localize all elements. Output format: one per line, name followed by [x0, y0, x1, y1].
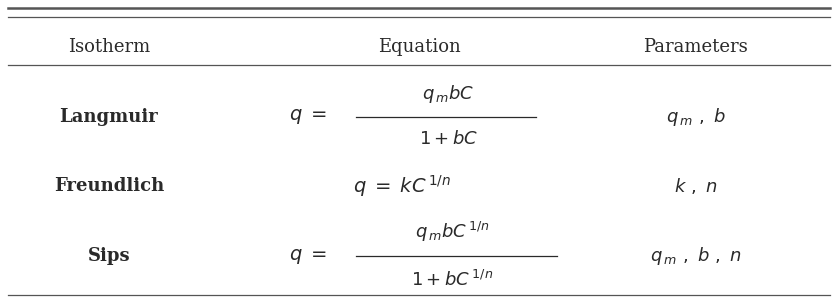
- Text: $k\ ,\ n$: $k\ ,\ n$: [674, 176, 717, 196]
- Text: Isotherm: Isotherm: [68, 38, 150, 56]
- Text: Langmuir: Langmuir: [59, 108, 158, 126]
- Text: $q_{\,m}bC$: $q_{\,m}bC$: [422, 83, 474, 105]
- Text: Sips: Sips: [88, 247, 130, 265]
- Text: Equation: Equation: [378, 38, 460, 56]
- Text: $q_{\,m}\ ,\ b$: $q_{\,m}\ ,\ b$: [665, 106, 726, 128]
- Text: Parameters: Parameters: [644, 38, 747, 56]
- Text: $1 + bC^{\,1/n}$: $1 + bC^{\,1/n}$: [411, 270, 494, 290]
- Text: $q\;=\;kC^{\,1/n}$: $q\;=\;kC^{\,1/n}$: [353, 173, 452, 199]
- Text: $1 + bC$: $1 + bC$: [419, 130, 478, 148]
- Text: $q\;=$: $q\;=$: [289, 247, 327, 265]
- Text: $q_{\,m}\ ,\ b\ ,\ n$: $q_{\,m}\ ,\ b\ ,\ n$: [649, 245, 742, 267]
- Text: $q_{\,m}bC^{\,1/n}$: $q_{\,m}bC^{\,1/n}$: [415, 220, 490, 244]
- Text: Freundlich: Freundlich: [54, 177, 164, 195]
- Text: $q\;=$: $q\;=$: [289, 107, 327, 126]
